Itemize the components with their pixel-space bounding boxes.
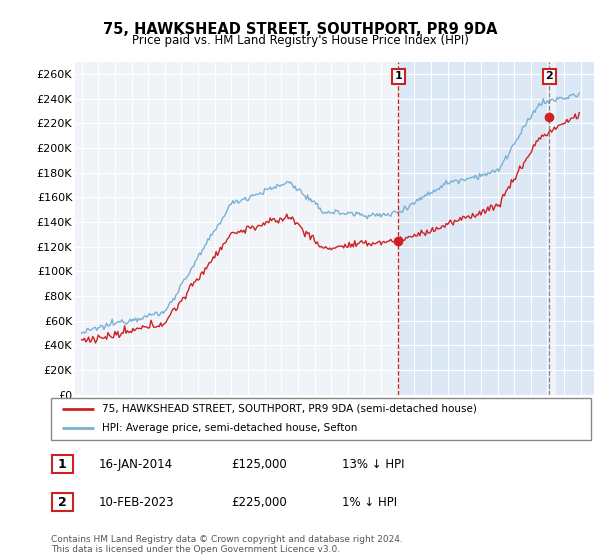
Text: 13% ↓ HPI: 13% ↓ HPI [342, 458, 404, 471]
Text: £125,000: £125,000 [231, 458, 287, 471]
Text: 1% ↓ HPI: 1% ↓ HPI [342, 496, 397, 509]
Bar [556, 62, 594, 395]
FancyBboxPatch shape [52, 493, 73, 511]
Text: HPI: Average price, semi-detached house, Sefton: HPI: Average price, semi-detached house,… [103, 423, 358, 433]
Bar [398, 62, 550, 395]
Text: £225,000: £225,000 [231, 496, 287, 509]
Bar [556, 62, 594, 395]
Text: 1: 1 [58, 458, 67, 471]
Text: 75, HAWKSHEAD STREET, SOUTHPORT, PR9 9DA (semi-detached house): 75, HAWKSHEAD STREET, SOUTHPORT, PR9 9DA… [103, 404, 477, 414]
Text: 75, HAWKSHEAD STREET, SOUTHPORT, PR9 9DA: 75, HAWKSHEAD STREET, SOUTHPORT, PR9 9DA [103, 22, 497, 38]
Text: 1: 1 [395, 72, 402, 81]
Text: Price paid vs. HM Land Registry's House Price Index (HPI): Price paid vs. HM Land Registry's House … [131, 34, 469, 46]
Text: 10-FEB-2023: 10-FEB-2023 [99, 496, 175, 509]
Text: Contains HM Land Registry data © Crown copyright and database right 2024.
This d: Contains HM Land Registry data © Crown c… [51, 535, 403, 554]
Text: 16-JAN-2014: 16-JAN-2014 [99, 458, 173, 471]
FancyBboxPatch shape [52, 455, 73, 473]
Text: 2: 2 [58, 496, 67, 509]
Text: 2: 2 [545, 72, 553, 81]
FancyBboxPatch shape [51, 398, 591, 440]
